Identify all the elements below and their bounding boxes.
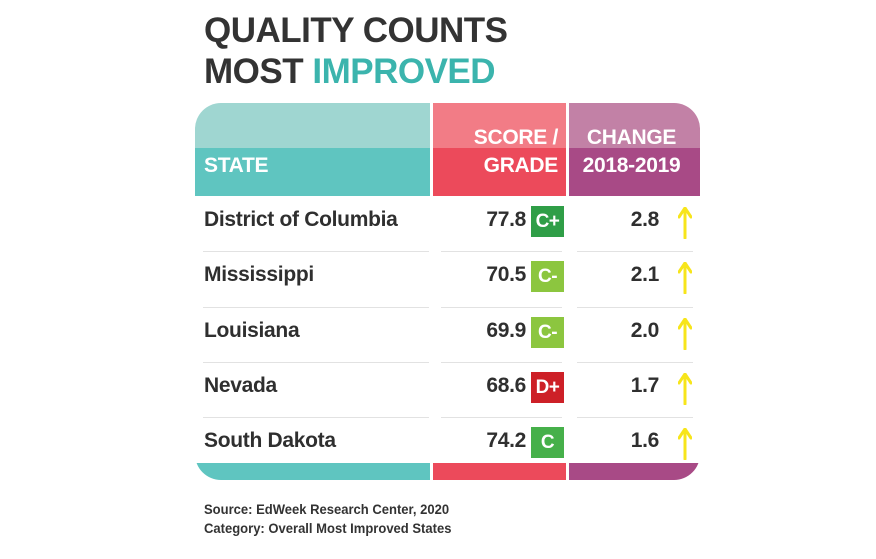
state-header-bottom [195, 148, 430, 196]
score-value: 70.5 [486, 263, 526, 287]
up-arrow-icon [678, 428, 692, 461]
source-note: Source: EdWeek Research Center, 2020 Cat… [204, 500, 451, 538]
title-line-2-accent: IMPROVED [312, 52, 496, 91]
row-divider [441, 417, 562, 419]
up-arrow-icon [678, 317, 692, 350]
change-column: CHANGE 2018-2019 [569, 103, 700, 480]
category-line: Category: Overall Most Improved States [204, 520, 452, 536]
row-divider [577, 306, 693, 308]
row-divider [203, 417, 429, 419]
score-value: 68.6 [486, 373, 526, 397]
change-value: 1.7 [630, 373, 660, 397]
change-header-bottom [569, 148, 700, 196]
change-value: 2.8 [630, 208, 660, 231]
score-header-label-1: SCORE / [473, 126, 559, 149]
column-divider [566, 103, 569, 480]
row-divider [441, 306, 562, 308]
row-divider [441, 361, 562, 363]
grade-badge: C [531, 427, 564, 459]
chart-title: QUALITY COUNTS MOST IMPROVED [204, 10, 508, 92]
up-arrow-icon [678, 262, 692, 295]
score-header-bottom [433, 148, 566, 196]
state-name: Nevada [204, 373, 277, 397]
grade-badge: D+ [531, 371, 564, 403]
score-header-label-2: GRADE [483, 154, 559, 177]
score-value: 74.2 [486, 429, 526, 453]
change-header-label-2: 2018-2019 [582, 154, 681, 177]
change-value: 2.0 [630, 318, 660, 342]
row-divider [203, 251, 429, 253]
table-row: District of Columbia 77.8 C+ 2.8 [195, 196, 700, 251]
title-line-1: QUALITY COUNTS [204, 11, 508, 50]
up-arrow-icon [678, 207, 692, 239]
score-value: 77.8 [486, 208, 526, 231]
state-name: South Dakota [204, 429, 336, 453]
change-header-top [569, 103, 700, 148]
state-column: STATE [195, 103, 430, 480]
table-row: Louisiana 69.9 C- 2.0 [195, 307, 700, 362]
row-divider [577, 361, 693, 363]
state-name: Louisiana [204, 318, 300, 342]
state-footer-band [195, 463, 430, 480]
score-value: 69.9 [486, 318, 526, 342]
row-divider [577, 251, 693, 253]
change-value: 2.1 [630, 263, 660, 287]
rankings-table: STATE SCORE / GRADE CHANGE 2018-2019 Dis… [195, 103, 700, 480]
column-divider [430, 103, 433, 480]
row-divider [441, 251, 562, 253]
score-column: SCORE / GRADE [433, 103, 566, 480]
grade-badge: C- [531, 316, 564, 348]
row-divider [203, 361, 429, 363]
source-line: Source: EdWeek Research Center, 2020 [204, 501, 450, 517]
state-name: Mississippi [204, 263, 314, 287]
row-divider [577, 417, 693, 419]
score-footer-band [433, 463, 566, 480]
score-header-top [433, 103, 566, 148]
state-name: District of Columbia [204, 208, 398, 231]
state-header-top [195, 103, 430, 148]
change-footer-band [569, 463, 700, 480]
title-line-2: MOST IMPROVED [204, 51, 507, 92]
table-row: Nevada 68.6 D+ 1.7 [195, 362, 700, 417]
title-line-2-prefix: MOST [204, 52, 304, 91]
grade-badge: C+ [531, 206, 564, 237]
table-row: Mississippi 70.5 C- 2.1 [195, 251, 700, 306]
change-header-label-1: CHANGE [586, 126, 677, 149]
grade-badge: C- [531, 261, 564, 293]
row-divider [203, 306, 429, 308]
state-header-label: STATE [204, 154, 269, 177]
table-row: South Dakota 74.2 C 1.6 [195, 417, 700, 472]
up-arrow-icon [678, 372, 692, 405]
change-value: 1.6 [630, 429, 660, 453]
